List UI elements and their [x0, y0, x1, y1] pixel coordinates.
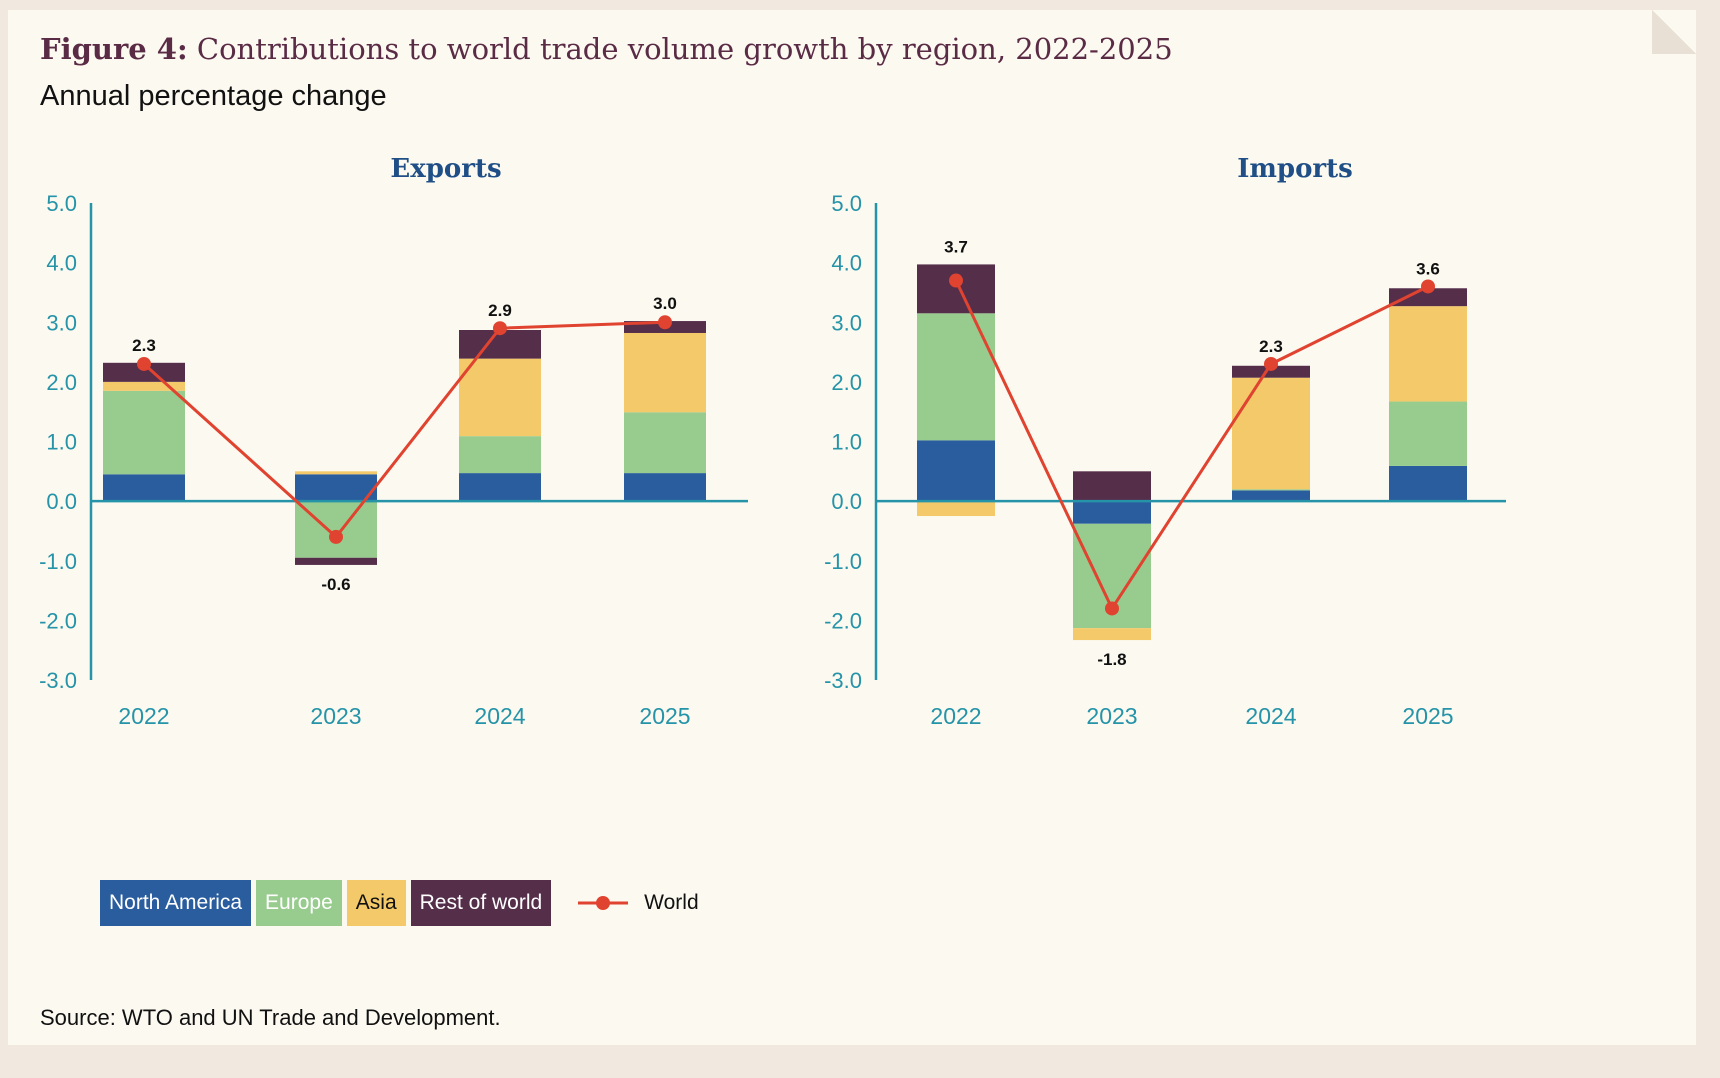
exports-bar-europe-2025 — [624, 412, 706, 474]
exports-bar-north-america-2024 — [459, 473, 541, 502]
exports-bar-rest-of-world-2023 — [295, 557, 377, 565]
imports-world-line — [954, 279, 1429, 612]
imports-xtick-label: 2025 — [1402, 703, 1453, 729]
imports-ytick-label: -2.0 — [824, 608, 862, 633]
imports-xtick-label: 2023 — [1086, 703, 1137, 729]
exports-xtick-label: 2023 — [310, 703, 361, 729]
exports-world-point-2024 — [493, 321, 507, 336]
exports-ytick-label: -2.0 — [39, 608, 77, 633]
imports-ytick-label: 3.0 — [831, 310, 862, 335]
imports-bar-europe-2024 — [1232, 489, 1310, 491]
imports-ytick-label: -1.0 — [824, 549, 862, 574]
page-corner-fold — [1652, 10, 1696, 54]
imports-ytick-label: 4.0 — [831, 251, 862, 276]
charts-canvas: 5.0 4.0 3.0 2.0 1.0 0.0 -1.0 -2.0 -3.0 2022 2023 20… — [39, 191, 1506, 729]
imports-bar-north-america-2024 — [1232, 490, 1310, 502]
exports-world-value-label: 2.9 — [488, 301, 512, 320]
world-line-marker-icon — [578, 896, 629, 910]
legend-asia: Asia — [346, 880, 406, 926]
exports-bar-asia-2024 — [459, 358, 541, 437]
exports-xtick-label: 2022 — [118, 703, 169, 729]
figure-card: Figure 4: Contributions to world trade v… — [8, 10, 1696, 1045]
exports-bar-asia-2023 — [295, 471, 377, 475]
legend-world: World — [576, 891, 699, 915]
legend: North America Europe Asia Rest of world … — [100, 880, 699, 926]
exports-world-value-label: 2.3 — [132, 336, 156, 355]
exports-world-value-label: 3.0 — [653, 294, 677, 313]
legend-world-label: World — [644, 891, 699, 914]
imports-panel-title: Imports — [1237, 154, 1353, 184]
legend-rest-of-world: Rest of world — [410, 880, 552, 926]
exports-xtick-label: 2025 — [639, 703, 690, 729]
imports-bar-asia-2024 — [1232, 377, 1310, 490]
exports-ytick-label: 5.0 — [46, 191, 77, 216]
imports-ytick-label: 1.0 — [831, 430, 862, 455]
source-note: Source: WTO and UN Trade and Development… — [40, 1005, 501, 1030]
imports-world-value-label: 2.3 — [1259, 337, 1283, 356]
exports-ytick-label: -3.0 — [39, 668, 77, 693]
imports-world-value-label: 3.7 — [944, 237, 968, 256]
exports-bar-north-america-2023 — [295, 474, 377, 502]
exports-bar-europe-2022 — [103, 390, 185, 475]
imports-world-point-2023 — [1105, 601, 1119, 616]
exports-bar-asia-2022 — [103, 381, 185, 391]
legend-north-america: North America — [100, 880, 252, 926]
exports-bar-north-america-2025 — [624, 473, 706, 502]
exports-bar-rest-of-world-2022 — [103, 362, 185, 382]
imports-bar-rest-of-world-2024 — [1232, 365, 1310, 378]
imports-bar-asia-2025 — [1389, 306, 1467, 402]
exports-world-value-label: -0.6 — [321, 575, 350, 594]
exports-ytick-label: 4.0 — [46, 251, 77, 276]
exports-world-point-2023 — [329, 529, 343, 544]
imports-bar-asia-2023 — [1073, 628, 1151, 641]
exports-world-line — [142, 320, 666, 540]
imports-bar-europe-2022 — [917, 313, 995, 441]
imports-bar-north-america-2022 — [917, 440, 995, 502]
exports-xtick-label: 2024 — [474, 703, 525, 729]
exports-ytick-label: -1.0 — [39, 549, 77, 574]
figure-number: Figure 4: — [40, 32, 188, 66]
imports-bar-asia-2022 — [917, 501, 995, 517]
figure-title: Figure 4: Contributions to world trade v… — [40, 32, 1173, 66]
imports-world-point-2022 — [949, 273, 963, 288]
imports-bar-europe-2025 — [1389, 401, 1467, 466]
figure-title-text: Contributions to world trade volume grow… — [196, 32, 1173, 66]
exports-bar-north-america-2022 — [103, 474, 185, 502]
exports-bar-europe-2024 — [459, 436, 541, 474]
exports-ytick-label: 2.0 — [46, 370, 77, 395]
imports-xtick-label: 2024 — [1245, 703, 1296, 729]
imports-ytick-label: 5.0 — [831, 191, 862, 216]
exports-ytick-label: 0.0 — [46, 489, 77, 514]
exports-ytick-label: 1.0 — [46, 430, 77, 455]
exports-world-point-2022 — [137, 356, 151, 371]
imports-ytick-label: 0.0 — [831, 489, 862, 514]
exports-bar-asia-2025 — [624, 332, 706, 413]
imports-bar-rest-of-world-2023 — [1073, 471, 1151, 502]
imports-ytick-label: -3.0 — [824, 668, 862, 693]
imports-bar-rest-of-world-2022 — [917, 264, 995, 314]
figure-subtitle: Annual percentage change — [40, 80, 387, 112]
imports-world-point-2025 — [1421, 279, 1435, 294]
legend-europe: Europe — [256, 880, 342, 926]
imports-bar-rest-of-world-2025 — [1389, 288, 1467, 307]
exports-world-point-2025 — [658, 315, 672, 330]
imports-xtick-label: 2022 — [930, 703, 981, 729]
imports-world-value-label: -1.8 — [1097, 650, 1126, 669]
imports-bar-north-america-2023 — [1073, 501, 1151, 524]
imports-world-value-label: 3.6 — [1416, 259, 1440, 278]
exports-ytick-label: 3.0 — [46, 310, 77, 335]
imports-world-point-2024 — [1264, 356, 1278, 371]
imports-ytick-label: 2.0 — [831, 370, 862, 395]
exports-panel-title: Exports — [390, 154, 502, 184]
imports-bar-north-america-2025 — [1389, 465, 1467, 502]
